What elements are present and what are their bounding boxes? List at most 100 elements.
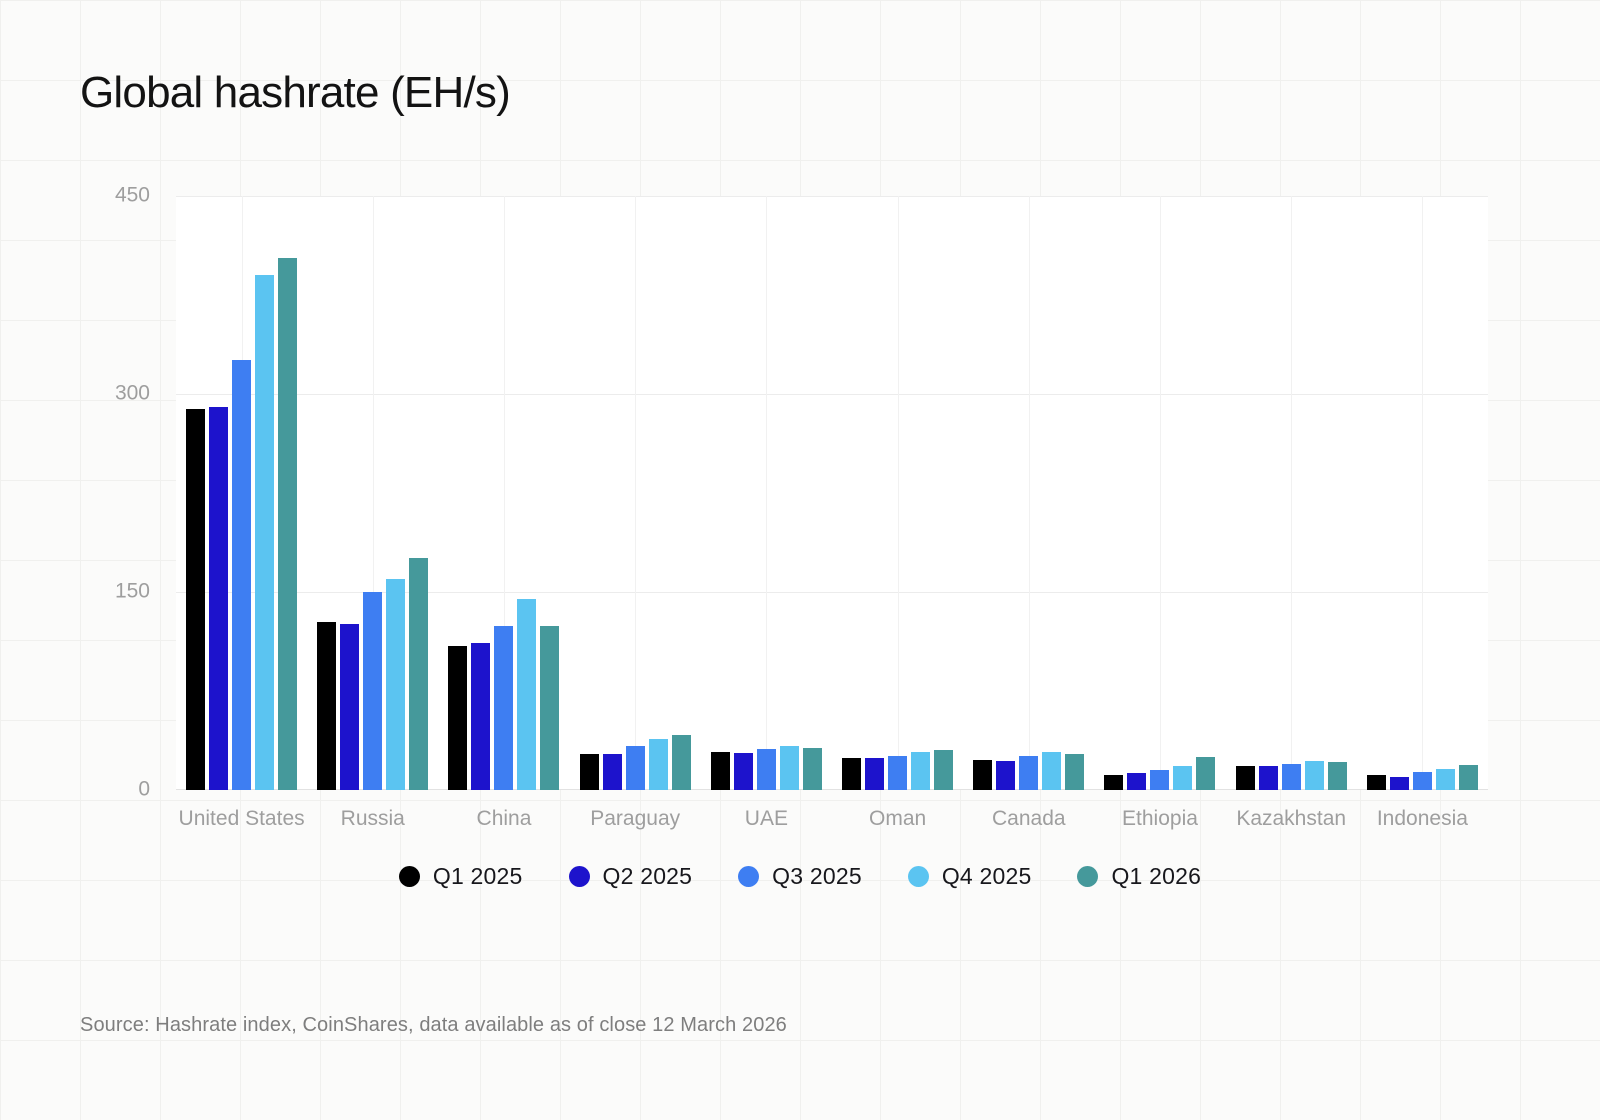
source-note: Source: Hashrate index, CoinShares, data… <box>80 1014 787 1036</box>
bar <box>579 754 599 790</box>
category-group: Oman <box>832 196 963 830</box>
bar <box>842 758 862 790</box>
x-tick-label: UAE <box>744 807 788 830</box>
category-group: Canada <box>963 196 1094 830</box>
bar <box>779 746 799 790</box>
bar <box>802 747 822 790</box>
gridline-x <box>1291 196 1293 790</box>
chart-legend: Q1 2025 Q2 2025 Q3 2025 Q4 2025 Q1 2026 <box>0 863 1600 890</box>
chart-title: Global hashrate (EH/s) <box>80 68 511 117</box>
bar <box>1304 760 1324 790</box>
legend-label: Q1 2025 <box>432 863 523 889</box>
chart-plot-area: 0 150 300 450 United States Russia China Paragu… <box>115 184 1488 830</box>
bar <box>1173 766 1193 790</box>
bar <box>1412 771 1432 790</box>
bar <box>409 557 429 790</box>
y-tick-label: 450 <box>114 183 150 207</box>
bar <box>756 749 776 790</box>
gridline-x <box>503 196 505 790</box>
bar <box>471 643 491 790</box>
bar <box>648 738 668 790</box>
bar <box>1150 770 1170 790</box>
gridline-x <box>635 196 637 790</box>
bar <box>317 622 337 790</box>
x-tick-label: Canada <box>992 807 1066 830</box>
bar <box>888 755 908 790</box>
bar <box>232 359 252 790</box>
gridline-x <box>1028 196 1030 790</box>
category-group: China <box>438 196 569 830</box>
bar <box>1435 768 1455 790</box>
bar <box>911 751 931 790</box>
bar <box>625 746 645 790</box>
x-tick-label: Kazakhstan <box>1236 807 1347 830</box>
bar <box>1389 776 1409 790</box>
bar <box>209 407 229 790</box>
category-group: United States <box>176 196 307 830</box>
x-tick-label: United States <box>178 807 305 830</box>
legend-color-dot <box>1077 866 1099 887</box>
bar <box>363 592 383 790</box>
gridline-x <box>1422 196 1424 790</box>
x-tick-label: Russia <box>340 807 405 830</box>
legend-color-dot <box>907 866 929 887</box>
bar <box>671 734 691 790</box>
bar <box>448 646 468 790</box>
legend-item: Q3 2025 <box>738 863 862 890</box>
legend-label: Q3 2025 <box>772 863 862 889</box>
bar <box>540 626 560 790</box>
legend-label: Q1 2026 <box>1111 863 1202 889</box>
bar <box>602 754 622 790</box>
y-tick-label: 300 <box>114 381 150 405</box>
category-group: Paraguay <box>570 196 701 830</box>
x-tick-label: Indonesia <box>1376 807 1468 830</box>
bar <box>1196 757 1216 790</box>
bar <box>865 758 885 790</box>
bar <box>973 759 993 790</box>
category-group: Ethiopia <box>1094 196 1225 830</box>
bar <box>1235 766 1255 790</box>
legend-item: Q1 2026 <box>1077 863 1201 890</box>
bar <box>1104 775 1124 790</box>
bar <box>1366 775 1386 790</box>
bar <box>1019 755 1039 790</box>
legend-item: Q4 2025 <box>907 863 1032 890</box>
x-tick-label: Ethiopia <box>1122 807 1198 830</box>
y-tick-label: 0 <box>138 777 150 801</box>
legend-label: Q4 2025 <box>941 863 1032 889</box>
legend-label: Q2 2025 <box>602 863 693 889</box>
bar <box>1065 754 1085 790</box>
bar <box>186 408 206 790</box>
bar <box>340 623 360 790</box>
bar <box>1458 764 1478 790</box>
y-tick-label: 150 <box>114 579 150 603</box>
gridline-y <box>176 196 1488 197</box>
gridline-x <box>372 196 374 790</box>
bar <box>996 760 1016 790</box>
category-group: Indonesia <box>1357 196 1488 830</box>
bar <box>1042 751 1062 790</box>
gridline-x <box>897 196 899 790</box>
gridline-x <box>766 196 768 790</box>
gridline-y <box>176 394 1488 395</box>
x-tick-label: Paraguay <box>590 807 681 830</box>
bar <box>494 626 514 790</box>
legend-item: Q2 2025 <box>568 863 693 890</box>
category-group: UAE <box>701 196 832 830</box>
bar <box>710 751 730 790</box>
x-tick-label: Oman <box>869 807 927 830</box>
legend-color-dot <box>568 866 590 887</box>
legend-color-dot <box>398 866 420 887</box>
gridline-x <box>1159 196 1161 790</box>
bar <box>1258 766 1278 790</box>
bar <box>255 275 275 790</box>
x-tick-label: China <box>476 807 532 830</box>
bar <box>278 258 298 790</box>
bar <box>1281 763 1301 790</box>
bar <box>934 750 954 790</box>
legend-color-dot <box>738 866 760 887</box>
bar <box>386 578 406 790</box>
gridline-y <box>176 592 1488 593</box>
bar <box>517 598 537 790</box>
bar <box>1127 772 1147 790</box>
